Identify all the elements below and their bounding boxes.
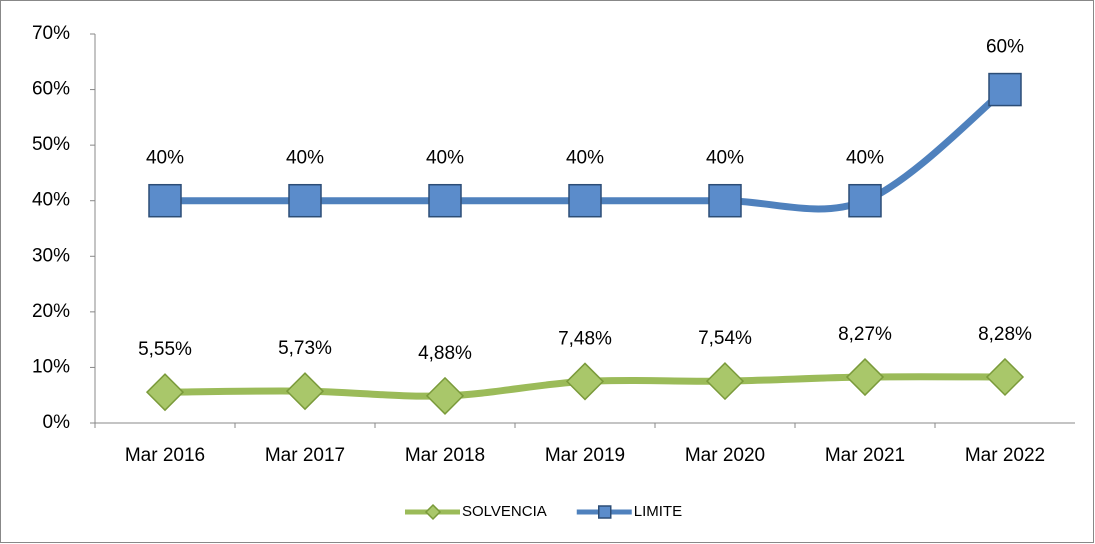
legend-label: LIMITE (634, 503, 682, 520)
marker (145, 373, 185, 412)
marker (848, 183, 882, 218)
marker (598, 505, 612, 519)
y-tick-label: 60% (32, 79, 70, 100)
y-tick-label: 40% (32, 190, 70, 211)
x-tick-label: Mar 2021 (825, 445, 905, 466)
y-tick-label: 50% (32, 134, 70, 155)
marker (288, 183, 322, 218)
y-tick-label: 10% (32, 356, 70, 377)
data-label: 40% (706, 148, 744, 169)
x-tick-label: Mar 2019 (545, 445, 625, 466)
marker (708, 183, 742, 218)
marker (845, 357, 885, 397)
data-label: 40% (146, 148, 184, 169)
y-tick-label: 30% (32, 245, 70, 266)
x-tick-label: Mar 2022 (965, 445, 1045, 466)
y-tick-label: 70% (32, 23, 70, 44)
marker (988, 72, 1022, 107)
data-label: 7,48% (558, 328, 612, 349)
x-tick-label: Mar 2017 (265, 445, 345, 466)
x-tick-label: Mar 2016 (125, 445, 205, 466)
marker (565, 362, 605, 401)
marker (424, 503, 442, 521)
marker (285, 372, 325, 411)
data-label: 4,88% (418, 343, 472, 364)
data-label: 8,27% (838, 324, 892, 345)
y-tick-label: 20% (32, 301, 70, 322)
x-tick-label: Mar 2018 (405, 445, 485, 466)
marker (148, 183, 182, 218)
y-tick-label: 0% (43, 412, 71, 433)
data-label: 8,28% (978, 324, 1032, 345)
x-tick-label: Mar 2020 (685, 445, 765, 466)
data-label: 7,54% (698, 328, 752, 349)
data-label: 5,55% (138, 339, 192, 360)
marker (425, 376, 465, 415)
legend: SOLVENCIA LIMITE (405, 503, 682, 521)
data-label: 40% (846, 148, 884, 169)
marker (568, 183, 602, 218)
data-label: 5,73% (278, 338, 332, 359)
marker (985, 357, 1025, 397)
data-label: 40% (426, 148, 464, 169)
data-label: 60% (986, 37, 1024, 58)
legend-label: SOLVENCIA (462, 503, 547, 520)
data-label: 40% (566, 148, 604, 169)
data-label: 40% (286, 148, 324, 169)
marker (428, 183, 462, 218)
marker (705, 362, 745, 401)
